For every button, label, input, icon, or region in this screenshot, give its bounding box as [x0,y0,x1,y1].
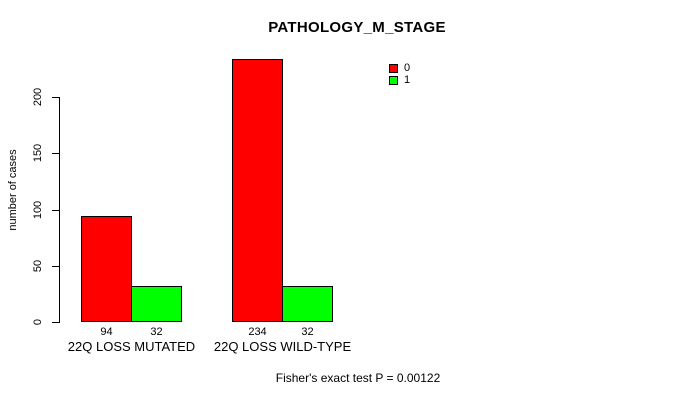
y-tick-mark [52,97,59,99]
bar-1-22q-loss-wild-type [282,286,333,322]
bar-value-label: 32 [301,326,314,338]
y-tick-label: 150 [32,144,44,163]
bar-0-22q-loss-wild-type [232,59,283,322]
y-tick-label: 0 [32,318,44,326]
category-label: 22Q LOSS MUTATED [67,339,196,354]
bar-value-label: 234 [248,326,267,338]
bar-1-22q-loss-mutated [131,286,182,322]
legend-swatch-0 [389,64,398,73]
bar-value-label: 32 [150,326,163,338]
y-tick-mark [52,322,59,323]
category-label: 22Q LOSS WILD-TYPE [213,339,352,354]
y-axis-line [59,97,60,323]
legend-swatch-1 [389,76,398,85]
legend-entry-0: 0 [389,63,410,74]
y-tick-label: 200 [32,88,44,107]
y-tick-label: 100 [32,200,44,219]
legend-label: 1 [404,74,411,86]
y-tick-mark [52,209,59,211]
bar-0-22q-loss-mutated [81,216,132,322]
y-tick-mark [52,153,59,155]
y-tick-mark [52,265,59,267]
chart-title: PATHOLOGY_M_STAGE [268,19,446,36]
legend-label: 0 [404,62,411,74]
y-axis-title: number of cases [7,149,19,231]
bar-value-label: 94 [100,326,113,338]
footer-pvalue: Fisher's exact test P = 0.00122 [275,371,441,385]
legend-entry-1: 1 [389,75,410,86]
y-tick-label: 50 [32,259,44,272]
